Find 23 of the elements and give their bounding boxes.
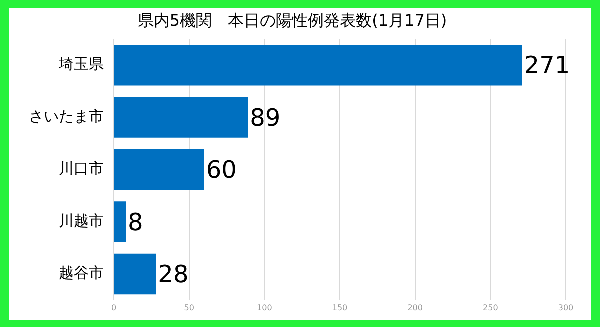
data-label: 60 <box>206 156 237 184</box>
y-tick-label: 川口市 <box>59 160 104 178</box>
y-tick-label: 川越市 <box>59 212 104 230</box>
data-label: 271 <box>524 52 570 80</box>
x-tick-label: 300 <box>558 303 574 312</box>
y-tick-label: 埼玉県 <box>58 55 104 74</box>
chart-title: 県内5機関 本日の陽性例発表数(1月17日) <box>138 10 448 30</box>
y-tick-label: 越谷市 <box>59 264 104 282</box>
bar <box>114 254 156 295</box>
bar <box>114 97 248 138</box>
data-label: 89 <box>250 104 281 132</box>
bar <box>114 149 204 190</box>
y-tick-label: さいたま市 <box>29 107 104 126</box>
data-label: 28 <box>158 260 189 289</box>
data-label: 8 <box>128 208 144 236</box>
x-tick-label: 0 <box>111 303 117 312</box>
x-tick-label: 200 <box>408 303 423 312</box>
x-tick-label: 100 <box>257 303 272 312</box>
x-tick-label: 150 <box>332 303 348 312</box>
x-tick-label: 50 <box>184 303 194 312</box>
bar <box>114 44 522 86</box>
x-tick-label: 250 <box>483 303 498 312</box>
bar <box>114 202 126 242</box>
